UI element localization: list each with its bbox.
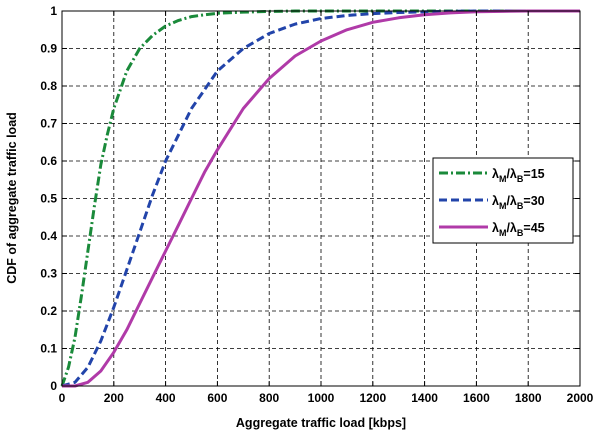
x-axis-title: Aggregate traffic load [kbps] — [236, 416, 406, 430]
legend-label-2: λM/λB=30 — [492, 194, 545, 211]
x-tick-label: 800 — [259, 391, 279, 405]
y-tick-label: 0.8 — [40, 79, 57, 93]
y-axis-title: CDF of aggregate traffic load — [5, 112, 19, 284]
x-tick-label: 1400 — [411, 391, 438, 405]
y-tick-label: 0.5 — [40, 192, 57, 206]
x-tick-label: 1600 — [463, 391, 490, 405]
y-tick-label: 0.1 — [40, 342, 57, 356]
y-tick-label: 0.3 — [40, 267, 57, 281]
legend-label-3: λM/λB=45 — [492, 221, 545, 238]
x-tick-label: 1000 — [308, 391, 335, 405]
series-line-3 — [62, 9, 580, 388]
y-tick-label: 1 — [50, 4, 57, 18]
y-tick-labels: 0 0.1 0.2 0.3 0.4 0.5 0.6 0.7 0.8 0.9 1 — [40, 4, 57, 393]
x-tick-label: 600 — [207, 391, 227, 405]
x-tick-label: 2000 — [567, 391, 594, 405]
x-tick-label: 0 — [59, 391, 66, 405]
y-tick-label: 0.7 — [40, 117, 57, 131]
y-tick-label: 0.6 — [40, 154, 57, 168]
y-tick-label: 0.4 — [40, 229, 57, 243]
y-tick-label: 0 — [50, 379, 57, 393]
x-tick-label: 1200 — [359, 391, 386, 405]
x-tick-labels: 0 200 400 600 800 1000 1200 1400 1600 1800 2000 — [59, 391, 594, 405]
x-tick-label: 1800 — [515, 391, 542, 405]
grid-lines — [62, 11, 580, 386]
axis-ticks — [61, 10, 581, 387]
legend: λM/λB=15 λM/λB=30 λM/λB=45 — [432, 157, 574, 244]
y-tick-label: 0.2 — [40, 304, 57, 318]
x-tick-label: 200 — [104, 391, 124, 405]
legend-label-1: λM/λB=15 — [492, 167, 545, 184]
y-tick-label: 0.9 — [40, 42, 57, 56]
x-tick-label: 400 — [156, 391, 176, 405]
